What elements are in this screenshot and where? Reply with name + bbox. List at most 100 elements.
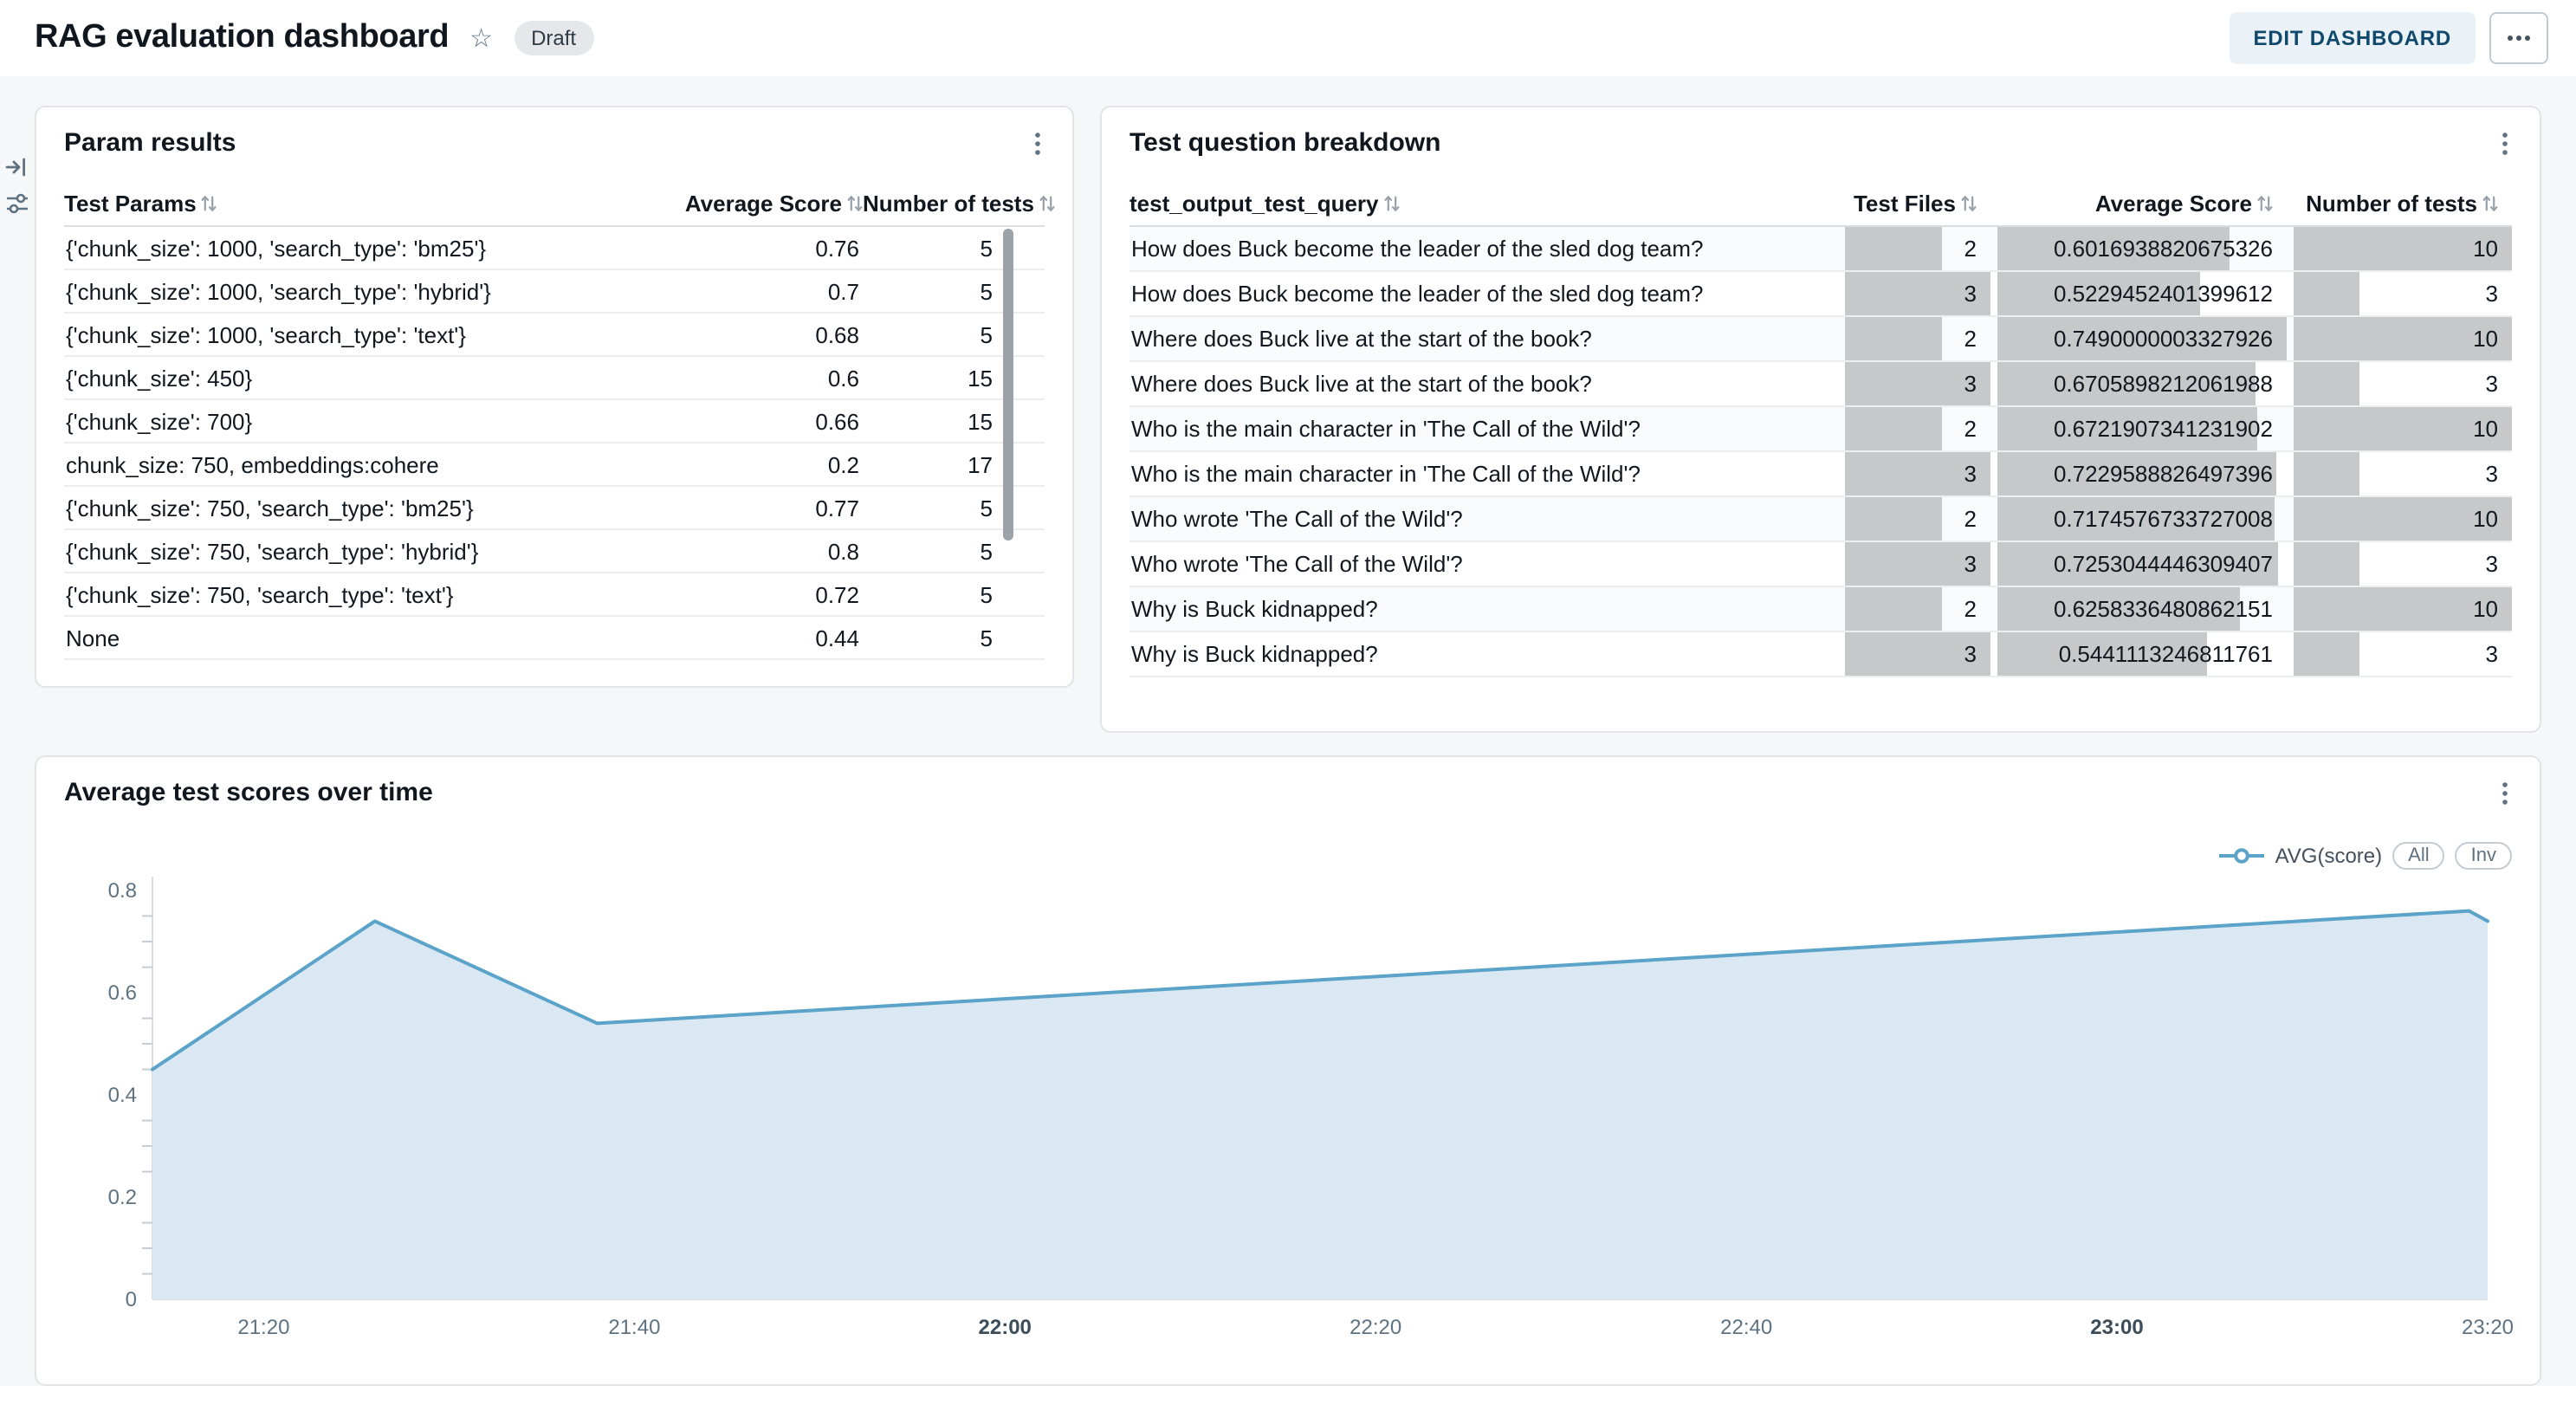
data-bar xyxy=(2294,362,2359,405)
legend-inv-button[interactable]: Inv xyxy=(2455,842,2512,870)
average-score-cell: 0.66 xyxy=(663,399,863,444)
question-row: How does Buck become the leader of the s… xyxy=(1129,271,2512,317)
top-bar: RAG evaluation dashboard ☆ Draft EDIT DA… xyxy=(0,0,2576,76)
average-score-cell: 0.6 xyxy=(663,356,863,400)
average-score-cell: 0.6705898212061988 xyxy=(1990,361,2287,407)
test-files-cell: 2 xyxy=(1838,316,1990,362)
test-files-cell: 2 xyxy=(1838,406,1990,452)
question-row: Where does Buck live at the start of the… xyxy=(1129,316,2512,362)
average-score-cell: 0.6016938820675326 xyxy=(1990,226,2287,272)
collapse-panel-icon[interactable] xyxy=(5,156,28,178)
column-header-average-score[interactable]: Average Score xyxy=(663,182,863,227)
sort-icon xyxy=(1961,196,1977,211)
query-cell: Why is Buck kidnapped? xyxy=(1129,586,1838,632)
svg-text:0.8: 0.8 xyxy=(108,879,137,903)
param-row: chunk_size: 750, embeddings:cohere 0.2 17 xyxy=(64,443,1045,487)
data-bar xyxy=(1997,452,2277,495)
question-row: How does Buck become the leader of the s… xyxy=(1129,226,2512,272)
svg-text:23:20: 23:20 xyxy=(2462,1316,2514,1339)
svg-text:22:40: 22:40 xyxy=(1720,1316,1772,1339)
data-bar xyxy=(1845,542,1990,585)
number-of-tests-cell: 5 xyxy=(863,573,1045,617)
sort-icon xyxy=(847,196,863,211)
test-files-cell: 3 xyxy=(1838,451,1990,497)
data-bar xyxy=(1845,587,1943,630)
data-bar xyxy=(2294,227,2512,269)
card-menu-button[interactable] xyxy=(2498,128,2512,165)
test-params-cell: {'chunk_size': 700} xyxy=(64,399,663,444)
table-header-row: Test Params Average Score Number of test… xyxy=(64,182,1055,227)
card-menu-button[interactable] xyxy=(2498,778,2512,814)
column-header-test-params[interactable]: Test Params xyxy=(64,182,663,227)
number-of-tests-cell: 5 xyxy=(863,313,1045,357)
average-score-cell: 0.2 xyxy=(663,443,863,487)
column-header-number-of-tests[interactable]: Number of tests xyxy=(863,182,1055,227)
data-bar xyxy=(1845,317,1943,359)
number-of-tests-cell: 3 xyxy=(2287,271,2512,317)
question-breakdown-table-body: How does Buck become the leader of the s… xyxy=(1129,226,2512,677)
query-cell: How does Buck become the leader of the s… xyxy=(1129,271,1838,317)
question-row: Who is the main character in 'The Call o… xyxy=(1129,451,2512,497)
sort-icon xyxy=(1384,196,1399,211)
svg-text:22:20: 22:20 xyxy=(1349,1316,1401,1339)
card-menu-button[interactable] xyxy=(1031,128,1045,165)
data-bar xyxy=(1997,632,2208,675)
data-bar xyxy=(1845,407,1943,450)
number-of-tests-cell: 10 xyxy=(2287,586,2512,632)
param-row: None 0.44 5 xyxy=(64,616,1045,660)
column-label: test_output_test_query xyxy=(1129,191,1379,217)
column-header-test-files[interactable]: Test Files xyxy=(1838,182,1990,227)
number-of-tests-cell: 15 xyxy=(863,399,1045,444)
column-label: Average Score xyxy=(684,191,842,217)
test-params-cell: {'chunk_size': 450} xyxy=(64,356,663,400)
test-params-cell: {'chunk_size': 750, 'search_type': 'bm25… xyxy=(64,486,663,530)
average-score-cell: 0.76 xyxy=(663,226,863,270)
data-bar xyxy=(1845,497,1943,540)
vertical-scrollbar[interactable] xyxy=(1003,229,1013,541)
number-of-tests-cell: 5 xyxy=(863,616,1045,660)
number-of-tests-cell: 10 xyxy=(2287,316,2512,362)
filter-icon[interactable] xyxy=(5,192,29,215)
chart-area[interactable]: 0 0.2 0.4 0.6 0.8 21:20 21:40 22:00 22:20 22:40 23… xyxy=(36,877,2540,1348)
column-label: Test Files xyxy=(1853,191,1956,217)
question-row: Who is the main character in 'The Call o… xyxy=(1129,406,2512,452)
param-results-table-body: {'chunk_size': 1000, 'search_type': 'bm2… xyxy=(64,226,1045,660)
svg-text:0.2: 0.2 xyxy=(108,1186,137,1209)
test-params-cell: {'chunk_size': 1000, 'search_type': 'tex… xyxy=(64,313,663,357)
svg-text:0.4: 0.4 xyxy=(108,1084,137,1107)
svg-text:0.6: 0.6 xyxy=(108,981,137,1005)
average-score-cell: 0.5441113246811761 xyxy=(1990,631,2287,677)
query-cell: Who is the main character in 'The Call o… xyxy=(1129,406,1838,452)
average-score-cell: 0.44 xyxy=(663,616,863,660)
column-header-number-of-tests[interactable]: Number of tests xyxy=(2287,182,2512,227)
legend-all-button[interactable]: All xyxy=(2392,842,2445,870)
edit-dashboard-button[interactable]: EDIT DASHBOARD xyxy=(2229,12,2476,64)
number-of-tests-cell: 15 xyxy=(863,356,1045,400)
data-bar xyxy=(1845,272,1990,314)
data-bar xyxy=(1997,542,2278,585)
svg-text:22:00: 22:00 xyxy=(979,1316,1032,1339)
column-label: Test Params xyxy=(64,191,197,217)
number-of-tests-cell: 5 xyxy=(863,486,1045,530)
column-header-average-score[interactable]: Average Score xyxy=(1990,182,2287,227)
data-bar xyxy=(2294,587,2512,630)
ellipsis-icon xyxy=(2508,36,2530,41)
data-bar xyxy=(1997,497,2275,540)
data-bar xyxy=(1997,407,2257,450)
param-row: {'chunk_size': 750, 'search_type': 'hybr… xyxy=(64,529,1045,573)
query-cell: Who wrote 'The Call of the Wild'? xyxy=(1129,541,1838,587)
svg-text:21:20: 21:20 xyxy=(237,1316,289,1339)
data-bar xyxy=(1997,317,2287,359)
number-of-tests-cell: 5 xyxy=(863,529,1045,573)
data-bar xyxy=(1997,587,2240,630)
data-bar xyxy=(2294,542,2359,585)
more-options-button[interactable] xyxy=(2489,12,2548,64)
query-cell: Why is Buck kidnapped? xyxy=(1129,631,1838,677)
favorite-star-icon[interactable]: ☆ xyxy=(469,23,494,54)
legend-item-avg-score[interactable]: AVG(score) xyxy=(2219,844,2382,868)
question-row: Why is Buck kidnapped? 2 0.625833648086215… xyxy=(1129,586,2512,632)
column-header-test-output-test-query[interactable]: test_output_test_query xyxy=(1129,182,1838,227)
column-label: Average Score xyxy=(2094,191,2252,217)
number-of-tests-cell: 5 xyxy=(863,269,1045,314)
param-row: {'chunk_size': 750, 'search_type': 'text… xyxy=(64,573,1045,617)
